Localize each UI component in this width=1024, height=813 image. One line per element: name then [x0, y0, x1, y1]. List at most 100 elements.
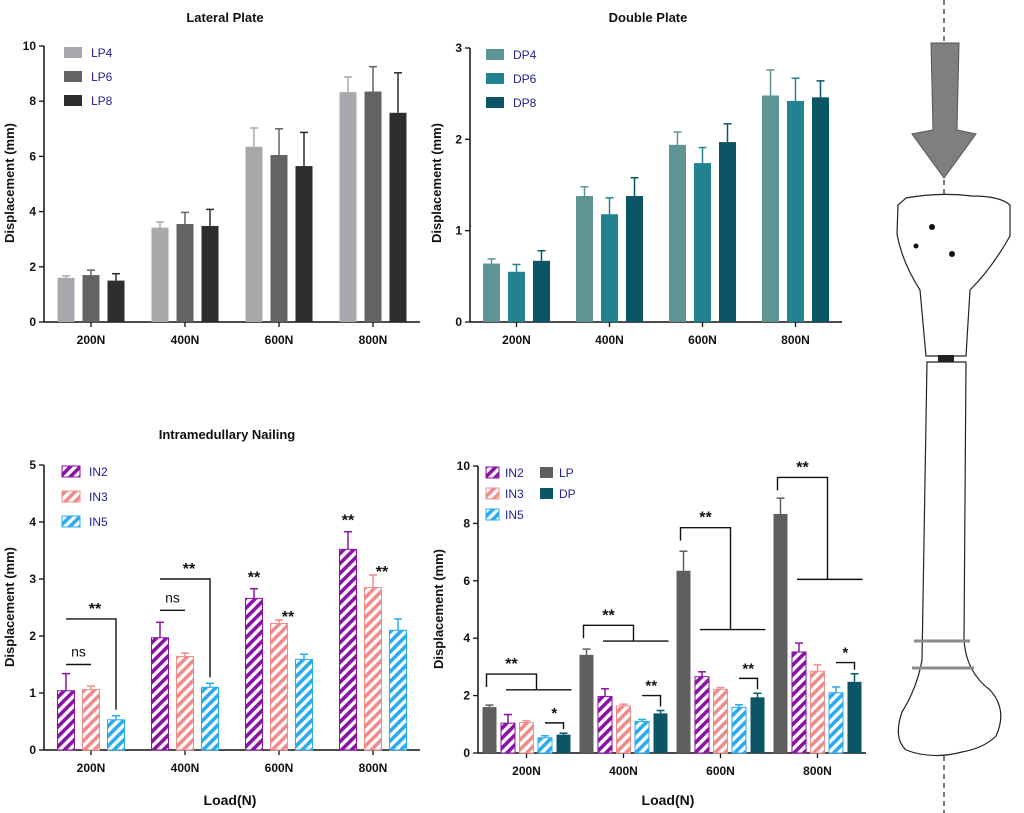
significance-annotation: ns: [66, 644, 91, 666]
significance-bracket: [679, 527, 732, 630]
significance-annotation: **: [376, 564, 389, 581]
bar-dp4: [669, 144, 686, 322]
significance-annotation: *: [836, 645, 856, 670]
significance-bracket: [66, 618, 117, 710]
y-axis-label: Displacement (mm): [431, 549, 446, 669]
bar-lp6: [176, 224, 194, 322]
legend-swatch: [540, 488, 553, 499]
bar-in5: [389, 629, 407, 751]
distal-tibia-shaft: [897, 361, 1002, 757]
bar-dp4: [762, 95, 779, 322]
bar-dp: [653, 713, 668, 753]
y-tick-label: 4: [29, 205, 36, 219]
legend: IN2 IN3 IN5: [61, 465, 108, 529]
x-tick-label: 600N: [688, 333, 717, 347]
significance-bracket: [739, 677, 759, 690]
bar-lp6: [270, 155, 288, 322]
bar-lp6: [364, 91, 382, 322]
bar-in3: [270, 622, 288, 751]
legend-swatch: [485, 466, 500, 479]
bar-dp6: [508, 271, 525, 322]
significance-label: **: [376, 564, 389, 581]
significance-annotation: **: [282, 609, 295, 626]
bar-in2: [694, 676, 710, 754]
legend-label: IN5: [505, 508, 524, 522]
bar-in5: [201, 686, 219, 751]
significance-annotation: **: [160, 561, 211, 678]
x-tick-label: 200N: [77, 761, 106, 775]
y-axis-label: Displacement (mm): [2, 123, 17, 243]
bar-dp6: [601, 214, 618, 322]
proximal-tibia-fragment: [896, 193, 1011, 357]
legend-swatch: [64, 95, 82, 106]
significance-label: **: [282, 609, 295, 626]
bar-lp4: [339, 92, 357, 322]
significance-annotation: *: [545, 705, 565, 730]
significance-label: **: [505, 656, 518, 673]
y-tick-label: 3: [455, 41, 462, 55]
bar-lp: [676, 570, 691, 753]
y-tick-label: 0: [455, 315, 462, 329]
bar-in3: [82, 689, 100, 751]
bar-lp4: [245, 146, 263, 322]
legend-swatch: [540, 467, 553, 478]
bar-in5: [828, 692, 844, 754]
y-tick-label: 2: [29, 260, 36, 274]
significance-label: **: [602, 607, 615, 624]
legend-swatch: [485, 508, 500, 521]
legend-label: LP8: [91, 94, 113, 108]
significance-label: **: [89, 601, 102, 618]
significance-annotation: **: [342, 513, 355, 530]
bar-dp8: [812, 97, 829, 322]
chart-title: Lateral Plate: [186, 10, 263, 25]
bar-lp6: [82, 275, 100, 322]
significance-bracket: [582, 624, 635, 642]
bar-in5: [634, 720, 650, 754]
x-tick-label: 400N: [171, 761, 200, 775]
screw-hole-icon: [949, 251, 955, 257]
bar-lp: [773, 513, 788, 753]
y-tick-label: 1: [455, 224, 462, 238]
significance-label: **: [183, 561, 196, 578]
significance-label: **: [742, 660, 754, 677]
y-tick-label: 3: [29, 572, 36, 586]
bar-in3: [810, 670, 825, 754]
significance-annotation: **: [248, 570, 261, 587]
legend-label: IN5: [89, 515, 108, 529]
legend: LP4 LP6 LP8: [64, 46, 113, 108]
significance-label: **: [699, 510, 712, 527]
bar-dp4: [576, 195, 593, 322]
legend: DP4 DP6 DP8: [486, 48, 537, 110]
x-tick-label: 800N: [803, 764, 832, 778]
legend-swatch: [486, 97, 504, 108]
legend-label: IN2: [89, 465, 108, 479]
x-tick-label: 800N: [359, 333, 388, 347]
x-tick-label: 600N: [265, 333, 294, 347]
y-tick-label: 2: [455, 132, 462, 146]
significance-annotation: ns: [160, 589, 185, 612]
bar-in5: [107, 719, 125, 751]
legend-swatch: [61, 490, 81, 503]
bar-lp8: [107, 280, 125, 322]
bar-in5: [537, 737, 553, 754]
legend-label: DP6: [513, 72, 537, 86]
bar-in5: [295, 658, 313, 751]
y-tick-label: 5: [29, 458, 36, 472]
y-tick-label: 1: [29, 686, 36, 700]
x-axis-label: Load(N): [642, 792, 695, 808]
significance-bracket: [545, 722, 565, 730]
legend-swatch: [486, 49, 504, 60]
significance-annotation: **: [642, 678, 662, 707]
legend: IN2 LP IN3 DP IN5: [485, 466, 576, 522]
bar-dp: [556, 734, 571, 753]
y-tick-label: 10: [23, 39, 37, 53]
x-axis-label: Load(N): [204, 792, 257, 808]
bar-in3: [713, 688, 728, 754]
bar-dp6: [787, 100, 804, 323]
legend-label: IN3: [89, 490, 108, 504]
bar-dp8: [533, 260, 550, 322]
significance-bracket: [776, 476, 829, 580]
y-tick-label: 2: [463, 689, 470, 703]
bar-lp4: [57, 277, 75, 322]
